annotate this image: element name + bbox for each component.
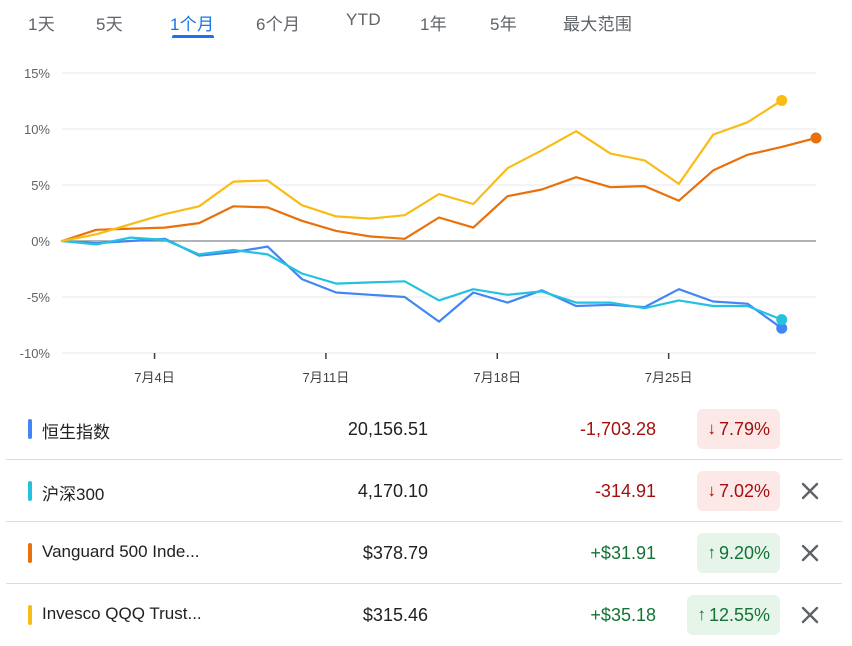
- comparison-line-chart[interactable]: 15% 10% 5% 0% -5% -10% 7月4日 7月11日 7月18日 7月25日: [0, 44, 852, 394]
- list-item-invesco-qqq[interactable]: Invesco QQQ Trust... $315.46 +$35.18 ↑ 12…: [6, 584, 842, 646]
- arrow-up-icon: ↑: [707, 543, 716, 562]
- tab-1-day[interactable]: 1天: [28, 15, 56, 34]
- time-range-tabs: 1天 5天 1个月 6个月 YTD 1年 5年 最大范围: [0, 0, 852, 44]
- active-tab-indicator: [172, 35, 214, 38]
- tab-5-days[interactable]: 5天: [96, 15, 124, 34]
- series-line: [60, 237, 783, 330]
- y-tick-label: 15%: [24, 66, 50, 81]
- price-change: +$31.91: [590, 543, 656, 563]
- remove-comparison-button[interactable]: [796, 477, 824, 505]
- y-tick-label: -10%: [20, 346, 51, 361]
- security-price: 4,170.10: [357, 481, 428, 501]
- tab-max-range[interactable]: 最大范围: [563, 15, 633, 34]
- series-color-swatch: [28, 605, 32, 625]
- y-tick-label: 10%: [24, 122, 50, 137]
- series-color-swatch: [28, 481, 32, 501]
- price-change: -1,703.28: [579, 419, 656, 439]
- percent-change-badge: ↓ 7.02%: [697, 471, 780, 511]
- series-line: [60, 236, 783, 321]
- tab-5-years[interactable]: 5年: [490, 15, 518, 34]
- y-tick-label: -5%: [27, 290, 51, 305]
- remove-comparison-button[interactable]: [796, 539, 824, 567]
- percent-change-badge: ↑ 12.55%: [687, 595, 780, 635]
- list-item-vanguard-500[interactable]: Vanguard 500 Inde... $378.79 +$31.91 ↑ 9.…: [6, 522, 842, 584]
- arrow-up-icon: ↑: [697, 605, 706, 624]
- series-endpoint-marker: [776, 94, 788, 106]
- tab-1-month[interactable]: 1个月: [170, 15, 215, 34]
- y-tick-label: 5%: [31, 178, 50, 193]
- comparison-list: 恒生指数 20,156.51 -1,703.28 ↓ 7.79% 沪深300 4,…: [6, 398, 842, 646]
- percent-change-badge: ↑ 9.20%: [697, 533, 780, 573]
- x-tick-label: 7月4日: [134, 370, 174, 385]
- close-icon: [801, 606, 819, 624]
- percent-change-badge: ↓ 7.79%: [697, 409, 780, 449]
- y-tick-label: 0%: [31, 234, 50, 249]
- close-icon: [801, 544, 819, 562]
- arrow-down-icon: ↓: [707, 481, 716, 500]
- remove-comparison-button[interactable]: [796, 601, 824, 629]
- series-endpoint-marker: [776, 322, 788, 334]
- series-color-swatch: [28, 543, 32, 563]
- security-name: Invesco QQQ Trust...: [42, 604, 202, 623]
- series-line: [60, 136, 818, 243]
- list-item-hang-seng[interactable]: 恒生指数 20,156.51 -1,703.28 ↓ 7.79%: [6, 398, 842, 460]
- tab-6-months[interactable]: 6个月: [256, 15, 301, 34]
- security-price: $378.79: [362, 543, 428, 563]
- x-tick-label: 7月11日: [303, 370, 350, 385]
- price-change: +$35.18: [590, 605, 656, 625]
- security-price: 20,156.51: [347, 419, 428, 439]
- security-name: Vanguard 500 Inde...: [42, 542, 200, 561]
- arrow-down-icon: ↓: [707, 419, 716, 438]
- security-price: $315.46: [362, 605, 428, 625]
- series-color-swatch: [28, 419, 32, 439]
- price-change: -314.91: [594, 481, 656, 501]
- list-item-csi-300[interactable]: 沪深300 4,170.10 -314.91 ↓ 7.02%: [6, 460, 842, 522]
- security-name: 沪深300: [42, 485, 105, 504]
- series-endpoint-marker: [776, 314, 788, 326]
- security-name: 恒生指数: [42, 423, 110, 442]
- close-icon: [801, 482, 819, 500]
- series-endpoint-marker: [810, 132, 822, 144]
- x-tick-label: 7月25日: [645, 370, 693, 385]
- x-tick-label: 7月18日: [473, 370, 521, 385]
- series-line: [60, 99, 783, 243]
- tab-1-year[interactable]: 1年: [420, 15, 448, 34]
- tab-ytd[interactable]: YTD: [346, 10, 381, 29]
